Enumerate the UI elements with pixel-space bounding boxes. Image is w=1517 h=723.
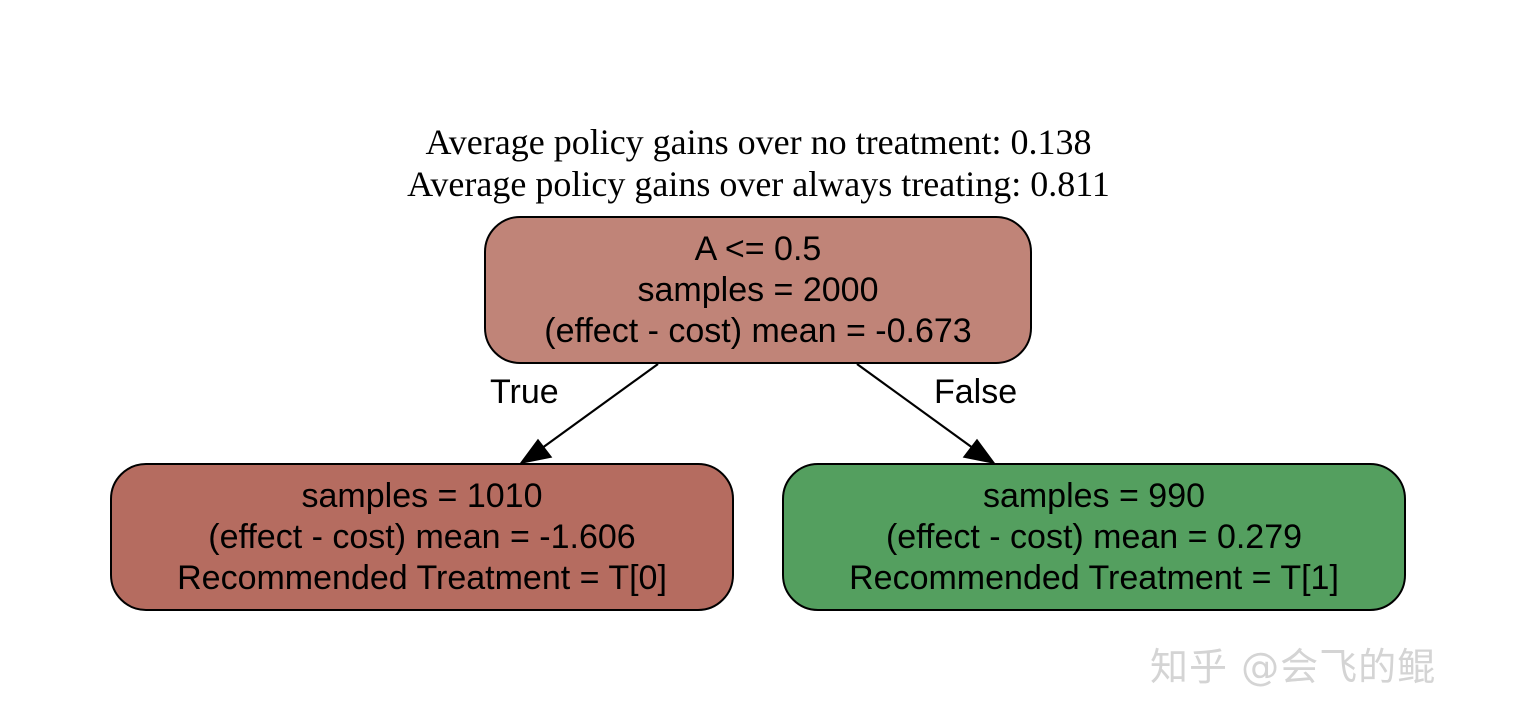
right-mean: (effect - cost) mean = 0.279	[885, 517, 1303, 556]
edge-false	[856, 363, 978, 452]
left-mean: (effect - cost) mean = -1.606	[208, 517, 636, 556]
root-samples: samples = 2000	[637, 270, 879, 309]
left-leaf-node: samples = 1010 (effect - cost) mean = -1…	[110, 463, 734, 611]
policy-gain-no-treatment: Average policy gains over no treatment: …	[425, 122, 1092, 162]
policy-gain-always-treating: Average policy gains over always treatin…	[407, 164, 1110, 204]
edge-false-arrowhead	[962, 438, 996, 465]
root-split-node: A <= 0.5 samples = 2000 (effect - cost) …	[484, 216, 1032, 364]
right-leaf-node: samples = 990 (effect - cost) mean = 0.2…	[782, 463, 1406, 611]
watermark: 知乎 @会飞的鲲	[1150, 645, 1437, 689]
root-mean: (effect - cost) mean = -0.673	[544, 311, 972, 350]
right-samples: samples = 990	[982, 476, 1206, 515]
edge-label-true: True	[490, 373, 559, 411]
edge-true	[537, 363, 659, 452]
right-recommendation: Recommended Treatment = T[1]	[849, 558, 1339, 597]
root-split-condition: A <= 0.5	[694, 229, 822, 268]
left-recommendation: Recommended Treatment = T[0]	[177, 558, 667, 597]
edge-label-false: False	[934, 373, 1018, 411]
edge-true-arrowhead	[519, 438, 553, 465]
left-samples: samples = 1010	[301, 476, 543, 515]
